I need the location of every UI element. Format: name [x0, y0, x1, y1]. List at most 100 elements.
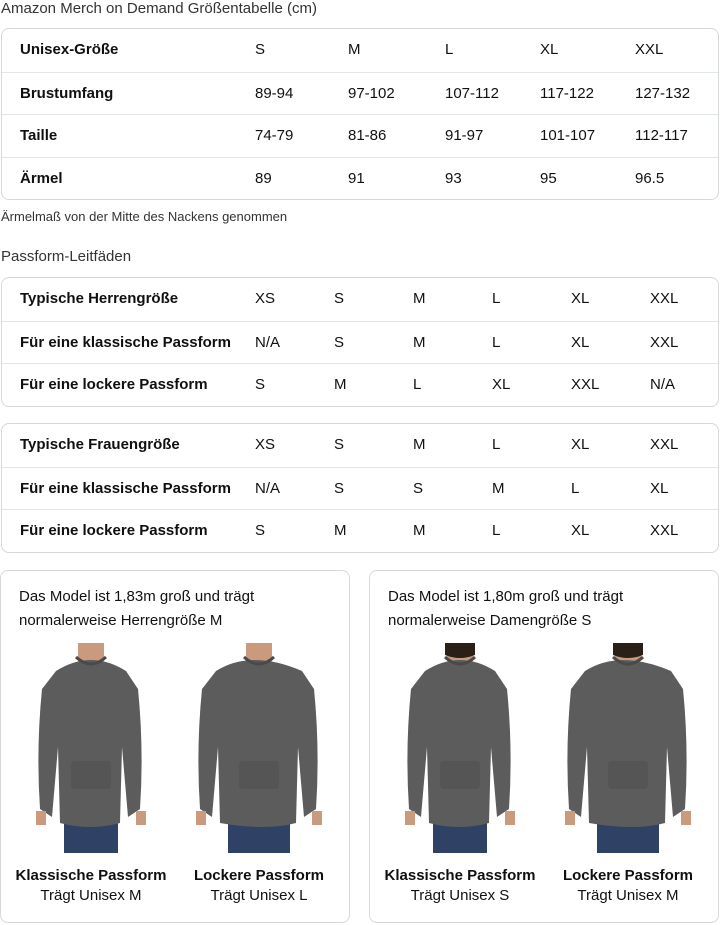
table-cell: XS	[255, 290, 276, 307]
table-row: Ärmel 89 91 93 95 96.5	[2, 156, 718, 200]
table-cell: XXL	[650, 436, 679, 453]
table-cell: XXL	[635, 41, 664, 58]
row-header: Typische Herrengröße	[20, 290, 179, 307]
fit-title: Lockere Passform	[193, 867, 325, 884]
table-cell: XXL	[571, 376, 600, 393]
table-cell: 112-117	[635, 127, 688, 144]
fit-size: Trägt Unisex M	[40, 887, 142, 904]
table-row: Typische Herrengröße XS S M L XL XXL	[2, 278, 718, 321]
table-cell: S	[334, 333, 345, 351]
table-cell: L	[571, 479, 580, 497]
men-fit-table: Typische Herrengröße XS S M L XL XXL Für eine k…	[1, 277, 719, 407]
table-cell: XL	[492, 376, 511, 393]
table-cell: L	[492, 290, 501, 307]
row-header: Ärmel	[20, 169, 63, 187]
row-header: Für eine lockere Passform	[20, 522, 208, 539]
table-cell: S	[334, 479, 345, 497]
loose-fit-figure: Lockere Passform Trägt Unisex L	[179, 643, 339, 904]
table-cell: 107-112	[445, 84, 499, 102]
row-header: Typische Frauengröße	[20, 436, 180, 453]
women-fit-table: Typische Frauengröße XS S M L XL XXL Für eine k…	[1, 423, 719, 553]
table-cell: M	[413, 290, 426, 307]
table-cell: N/A	[255, 333, 281, 351]
table-cell: 97-102	[348, 84, 395, 102]
chart-title: Amazon Merch on Demand Größentabelle (cm…	[1, 0, 317, 17]
table-cell: L	[413, 376, 422, 393]
table-cell: 117-122	[540, 84, 594, 102]
table-cell: S	[334, 290, 345, 307]
row-header: Brustumfang	[20, 84, 114, 102]
table-row: Unisex-Größe S M L XL XXL	[2, 29, 718, 72]
table-row: Für eine klassische Passform N/A S M L XL XXL	[2, 320, 718, 364]
row-header: Taille	[20, 127, 58, 144]
sleeve-note: Ärmelmaß von der Mitte des Nackens genom…	[1, 209, 288, 224]
table-row: Typische Frauengröße XS S M L XL XXL	[2, 424, 718, 467]
table-cell: XL	[571, 436, 590, 453]
loose-fit-figure: Lockere Passform Trägt Unisex M	[548, 643, 708, 904]
classic-fit-figure: Klassische Passform Trägt Unisex M	[11, 643, 171, 904]
table-row: Für eine lockere Passform S M L XL XXL N/A	[2, 363, 718, 406]
row-header: Für eine klassische Passform	[20, 333, 231, 351]
size-table: Unisex-Größe S M L XL XXL Brustumfang 89-94 97-1…	[1, 28, 719, 200]
table-cell: XS	[255, 436, 276, 453]
row-header: Für eine klassische Passform	[20, 479, 231, 497]
table-cell: XL	[650, 479, 669, 497]
fit-title: Klassische Passform	[384, 867, 536, 884]
model-description: Das Model ist 1,83m groß und trägt norma…	[19, 588, 255, 629]
table-cell: 74-79	[255, 127, 294, 144]
table-row: Brustumfang 89-94 97-102 107-112 117-122 127-…	[2, 71, 718, 115]
table-cell: L	[445, 41, 454, 58]
classic-fit-figure: Klassische Passform Trägt Unisex S	[380, 643, 540, 904]
row-header: Für eine lockere Passform	[20, 376, 208, 393]
table-cell: N/A	[255, 479, 281, 497]
table-cell: 101-107	[540, 127, 596, 144]
table-cell: 81-86	[348, 127, 387, 144]
table-cell: XXL	[650, 522, 679, 539]
model-description: Das Model ist 1,80m groß und trägt norma…	[388, 588, 624, 629]
table-cell: XXL	[650, 290, 679, 307]
table-cell: S	[255, 522, 266, 539]
table-cell: M	[348, 41, 361, 58]
table-cell: XL	[540, 41, 559, 58]
table-row: Für eine klassische Passform N/A S S M L XL	[2, 466, 718, 510]
table-cell: M	[413, 333, 426, 351]
fit-size: Trägt Unisex S	[410, 887, 510, 904]
table-cell: 91-97	[445, 127, 484, 144]
table-cell: S	[255, 41, 266, 58]
table-cell: M	[334, 376, 347, 393]
table-row: Für eine lockere Passform S M M L XL XXL	[2, 509, 718, 552]
model-photo	[405, 643, 515, 853]
table-cell: N/A	[650, 376, 676, 393]
fit-size: Trägt Unisex L	[210, 887, 308, 904]
table-cell: 91	[348, 169, 365, 187]
women-model-card: Das Model ist 1,80m groß und trägt norma…	[369, 570, 719, 923]
fit-title: Klassische Passform	[15, 867, 167, 884]
table-cell: S	[413, 479, 424, 497]
table-cell: 95	[540, 169, 557, 187]
table-cell: 89-94	[255, 84, 294, 102]
fit-title: Lockere Passform	[562, 867, 694, 884]
fit-guide-title: Passform-Leitfäden	[1, 248, 132, 265]
table-cell: 89	[255, 169, 272, 187]
table-cell: L	[492, 333, 501, 351]
table-cell: M	[334, 522, 347, 539]
model-photo	[565, 643, 691, 853]
men-model-card: Das Model ist 1,83m groß und trägt norma…	[0, 570, 350, 923]
table-cell: S	[334, 436, 345, 453]
table-cell: M	[492, 479, 505, 497]
model-photo	[196, 643, 322, 853]
table-cell: M	[413, 436, 426, 453]
table-cell: XL	[571, 290, 590, 307]
table-cell: XXL	[650, 333, 679, 351]
table-row: Taille 74-79 81-86 91-97 101-107 112-117	[2, 114, 718, 157]
table-cell: 96.5	[635, 169, 665, 187]
table-cell: 93	[445, 169, 462, 187]
table-cell: 127-132	[635, 84, 691, 102]
row-header: Unisex-Größe	[20, 41, 119, 58]
table-cell: XL	[571, 522, 590, 539]
table-cell: L	[492, 436, 501, 453]
table-cell: L	[492, 522, 501, 539]
fit-size: Trägt Unisex M	[577, 887, 679, 904]
table-cell: XL	[571, 333, 590, 351]
table-cell: M	[413, 522, 426, 539]
